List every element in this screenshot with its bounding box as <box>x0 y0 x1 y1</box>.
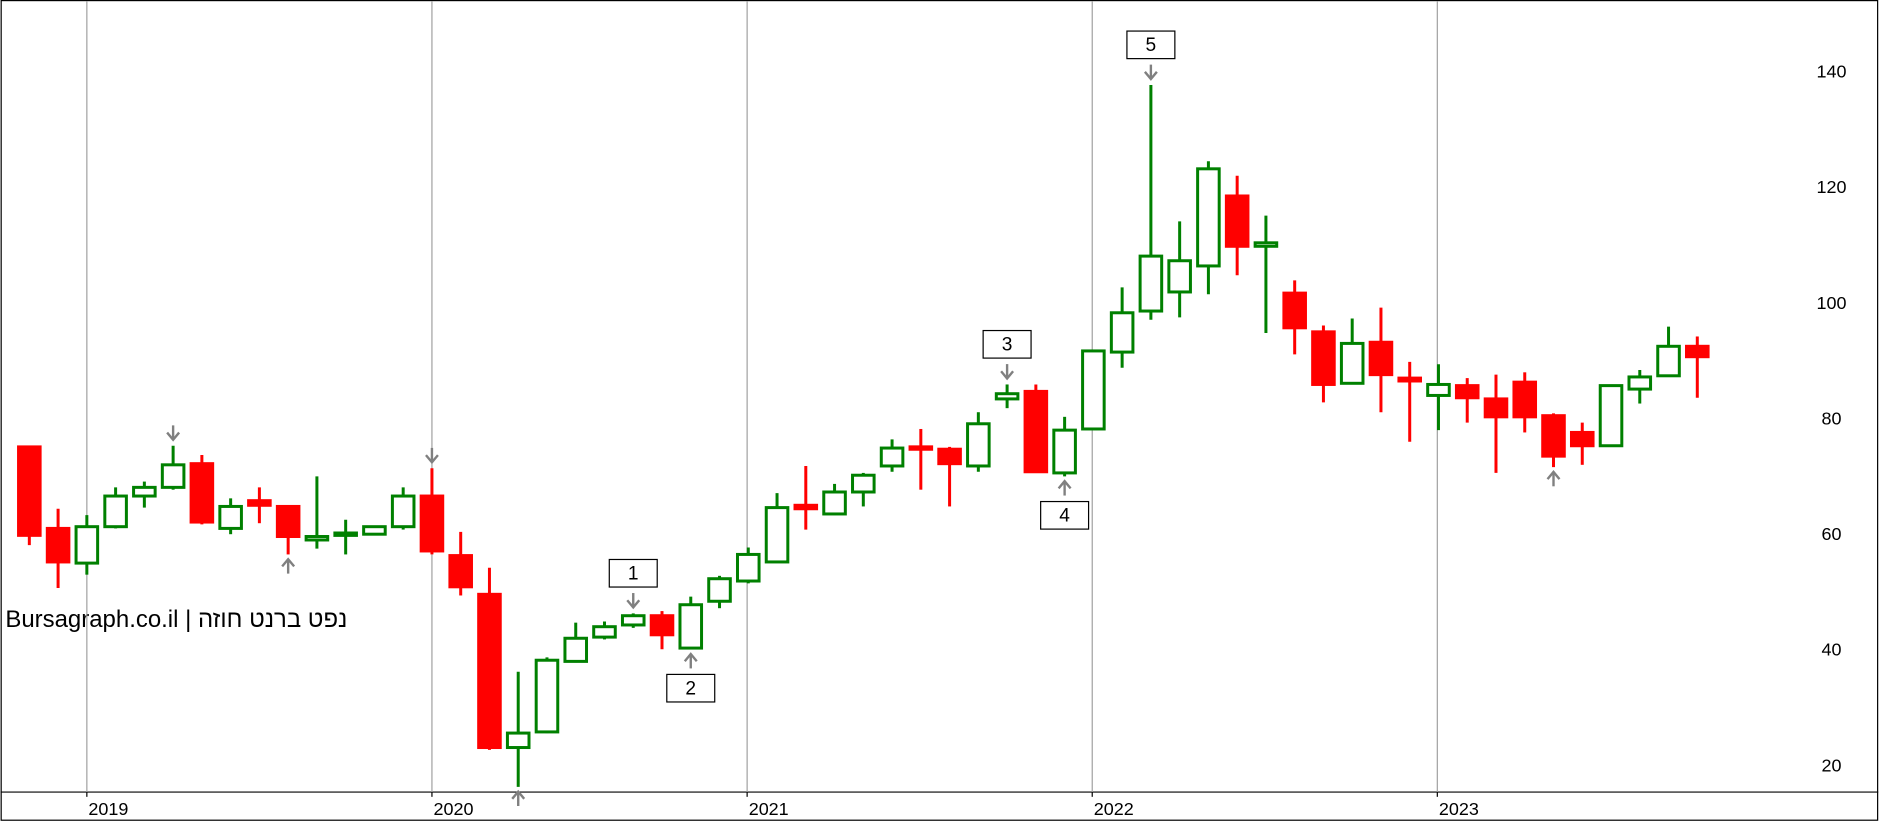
arrow-head <box>281 557 296 568</box>
candle-body-up <box>966 422 991 468</box>
watermark: Bursagraph.co.il | נפט ברנט חוזה <box>5 606 347 633</box>
candle-body-down <box>477 592 502 750</box>
x-tick-label: 2023 <box>1439 799 1479 819</box>
candle-body-up <box>678 603 704 650</box>
annotation-box <box>608 558 658 588</box>
arrow-head <box>626 599 641 610</box>
candle-body-down <box>1541 414 1566 458</box>
annotation-label: 1 <box>628 564 639 585</box>
candle-body-down <box>1368 340 1394 377</box>
candle-body-up <box>74 525 100 565</box>
candle-body-up <box>1656 344 1681 378</box>
candle-body-up <box>563 636 589 663</box>
candle-body-up <box>822 490 847 516</box>
candle-body-up <box>1167 259 1192 294</box>
candle-body-down <box>45 526 71 564</box>
candle-body-up <box>879 446 905 468</box>
candle-body-down <box>1569 430 1595 448</box>
y-tick-label: 40 <box>1821 640 1841 660</box>
candle-body-up <box>218 504 243 530</box>
y-tick-label: 20 <box>1821 755 1841 775</box>
arrow-head <box>1000 370 1015 381</box>
annotation-label: 3 <box>1002 335 1013 356</box>
candle-body-up <box>333 531 358 537</box>
candle-body-down <box>1483 397 1509 419</box>
annotation-label: 4 <box>1059 506 1070 527</box>
arrow-head <box>1143 71 1158 81</box>
candle-body-down <box>1454 384 1480 400</box>
candle-body-up <box>1052 428 1077 475</box>
candle-body-down <box>247 499 272 507</box>
candle-body-up <box>534 658 560 734</box>
arrow-head <box>166 431 181 442</box>
candle-body-up <box>1253 241 1279 248</box>
candle-body-up <box>103 494 128 529</box>
candle-body-down <box>17 445 42 537</box>
candle-body-down <box>419 494 445 553</box>
candle-body-up <box>735 552 761 583</box>
x-tick-label: 2022 <box>1094 799 1134 819</box>
annotation-box <box>1126 30 1176 60</box>
y-tick-label: 100 <box>1817 293 1847 313</box>
candle-body-up <box>764 506 790 564</box>
candle-body-down <box>793 503 819 511</box>
candle-body-down <box>448 554 473 589</box>
candle-body-up <box>620 614 646 627</box>
candle-body-up <box>160 463 186 489</box>
candle-body-down <box>1397 376 1422 383</box>
annotation-label: 2 <box>685 678 696 699</box>
arrow-head <box>1057 479 1072 490</box>
candle-body-down <box>908 445 934 451</box>
annotation-box <box>982 329 1032 359</box>
arrow-head <box>1546 470 1561 480</box>
candle-body-down <box>1685 344 1710 359</box>
candle-body-down <box>1311 330 1336 386</box>
candle-body-up <box>1196 167 1221 268</box>
candle-body-up <box>851 473 876 494</box>
candle-body-down <box>1023 389 1049 474</box>
candle-body-down <box>937 447 962 466</box>
candle-body-down <box>275 504 301 539</box>
candle-body-up <box>362 525 387 536</box>
y-tick-label: 80 <box>1821 408 1841 428</box>
candle-body-up <box>1109 311 1135 354</box>
candle-body-down <box>1224 194 1250 248</box>
x-tick-label: 2021 <box>749 799 789 819</box>
candle-body-up <box>304 535 330 542</box>
candle-body-up <box>1081 349 1106 431</box>
arrow-head <box>683 652 698 662</box>
candle-body-down <box>189 462 215 524</box>
candle-body-up <box>1339 341 1365 385</box>
arrow-head <box>425 454 439 465</box>
candle-body-up <box>132 485 157 498</box>
candle-body-up <box>1426 382 1451 397</box>
candle-body-up <box>707 577 732 603</box>
y-tick-label: 60 <box>1821 524 1841 544</box>
arrow-head <box>511 789 526 800</box>
candle-body-up <box>1627 375 1653 391</box>
annotation-box <box>1040 500 1090 530</box>
candle-body-up <box>1598 384 1624 448</box>
candle-body-up <box>505 731 531 750</box>
annotation-box <box>666 673 716 703</box>
candle-body-up <box>994 392 1020 401</box>
x-tick-label: 2019 <box>88 799 128 819</box>
candle-body-down <box>649 614 675 637</box>
candle-body-up <box>390 494 416 529</box>
annotation-label: 5 <box>1146 35 1157 56</box>
candle-body-down <box>1282 291 1307 330</box>
y-tick-label: 120 <box>1817 177 1847 197</box>
x-tick-label: 2020 <box>434 799 474 819</box>
candle-body-up <box>1138 254 1164 313</box>
y-tick-label: 140 <box>1817 62 1847 82</box>
candle-body-down <box>1512 380 1538 419</box>
candle-body-up <box>592 625 617 639</box>
